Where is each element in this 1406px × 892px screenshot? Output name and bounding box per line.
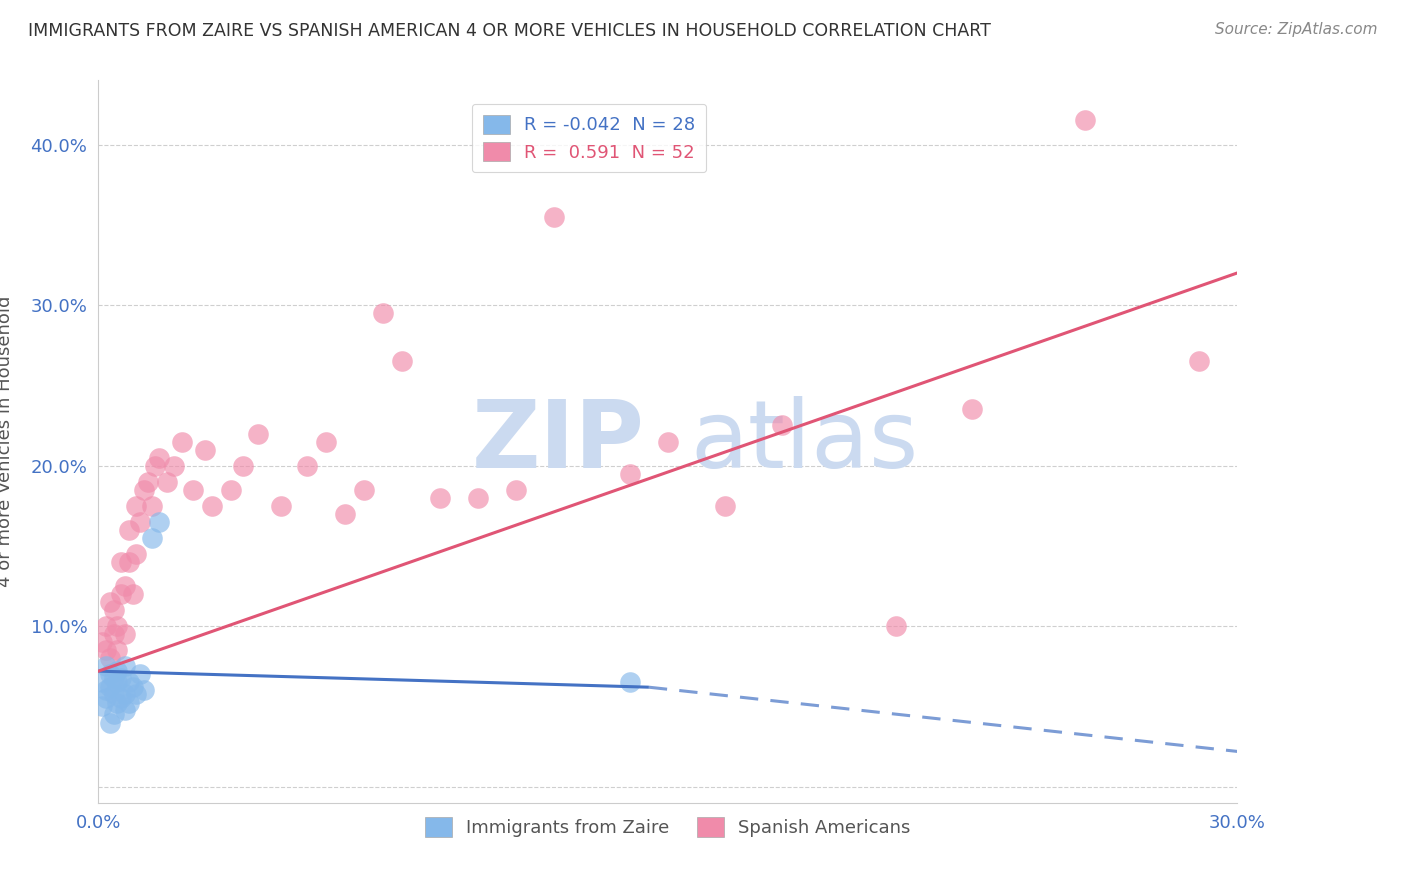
Point [884, 619, 907, 633]
Point [335, 507, 357, 521]
Point [94, 619, 117, 633]
Point [619, 675, 641, 690]
Point [107, 675, 129, 690]
Point [121, 680, 143, 694]
Point [98, 667, 121, 681]
Point [107, 696, 129, 710]
Point [129, 667, 152, 681]
Point [246, 426, 269, 441]
Point [94, 683, 117, 698]
Point [94, 643, 117, 657]
Point [114, 627, 136, 641]
Point [103, 603, 125, 617]
Point [505, 483, 527, 497]
Point [714, 499, 737, 513]
Point [232, 458, 254, 473]
Point [201, 499, 224, 513]
Point [129, 515, 152, 529]
Point [118, 555, 141, 569]
Point [103, 627, 125, 641]
Point [145, 458, 167, 473]
Y-axis label: 4 or more Vehicles in Household: 4 or more Vehicles in Household [0, 296, 14, 587]
Point [429, 491, 451, 505]
Legend: Immigrants from Zaire, Spanish Americans: Immigrants from Zaire, Spanish Americans [418, 810, 918, 845]
Point [114, 579, 136, 593]
Point [91, 699, 114, 714]
Point [141, 531, 163, 545]
Point [94, 659, 117, 673]
Point [103, 671, 125, 685]
Point [121, 587, 143, 601]
Point [110, 691, 132, 706]
Point [183, 483, 205, 497]
Point [91, 675, 114, 690]
Point [125, 547, 148, 561]
Point [221, 483, 243, 497]
Point [118, 675, 141, 690]
Point [960, 402, 983, 417]
Point [1074, 113, 1097, 128]
Point [125, 499, 148, 513]
Point [194, 442, 217, 457]
Point [125, 687, 148, 701]
Point [163, 458, 186, 473]
Point [353, 483, 375, 497]
Point [270, 499, 292, 513]
Text: IMMIGRANTS FROM ZAIRE VS SPANISH AMERICAN 4 OR MORE VEHICLES IN HOUSEHOLD CORREL: IMMIGRANTS FROM ZAIRE VS SPANISH AMERICA… [28, 22, 991, 40]
Point [118, 696, 141, 710]
Point [107, 664, 129, 678]
Point [141, 499, 163, 513]
Point [110, 587, 132, 601]
Point [103, 707, 125, 722]
Point [107, 619, 129, 633]
Point [315, 434, 337, 449]
Point [98, 680, 121, 694]
Text: ZIP: ZIP [472, 395, 645, 488]
Point [391, 354, 413, 368]
Point [114, 659, 136, 673]
Point [98, 651, 121, 665]
Point [543, 210, 565, 224]
Point [371, 306, 394, 320]
Point [98, 715, 121, 730]
Text: atlas: atlas [690, 395, 920, 488]
Point [110, 671, 132, 685]
Point [170, 434, 193, 449]
Point [132, 483, 155, 497]
Point [110, 555, 132, 569]
Point [107, 643, 129, 657]
Point [136, 475, 159, 489]
Point [114, 703, 136, 717]
Point [619, 467, 641, 481]
Point [91, 635, 114, 649]
Point [118, 523, 141, 537]
Point [1188, 354, 1211, 368]
Point [114, 687, 136, 701]
Point [103, 687, 125, 701]
Point [98, 595, 121, 609]
Point [297, 458, 319, 473]
Point [467, 491, 489, 505]
Point [132, 683, 155, 698]
Point [148, 515, 170, 529]
Point [770, 418, 793, 433]
Point [657, 434, 679, 449]
Point [148, 450, 170, 465]
Text: Source: ZipAtlas.com: Source: ZipAtlas.com [1215, 22, 1378, 37]
Point [156, 475, 179, 489]
Point [94, 691, 117, 706]
